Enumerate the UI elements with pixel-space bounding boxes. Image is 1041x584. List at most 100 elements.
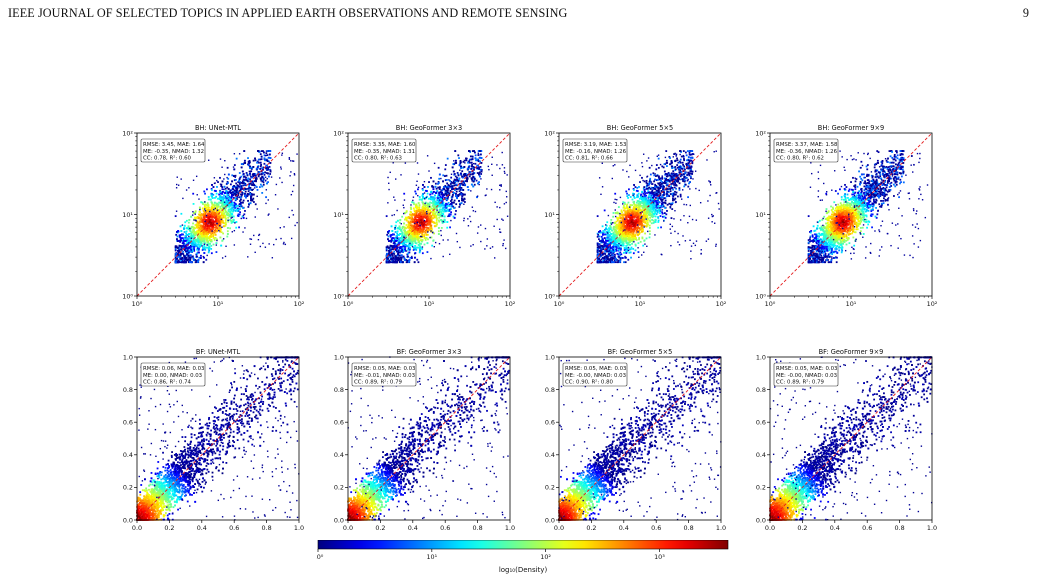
panel-title: BF: GeoFormer 3×3 bbox=[397, 348, 462, 356]
y-tick-label: 1.0 bbox=[334, 353, 344, 361]
x-tick-label: 0.8 bbox=[684, 524, 694, 532]
colorbar-tick-label: 10¹ bbox=[426, 553, 437, 561]
y-tick-label: 0.4 bbox=[756, 451, 766, 459]
y-tick-label: 0.4 bbox=[545, 451, 555, 459]
x-tick-label: 0.4 bbox=[197, 524, 207, 532]
metrics-line: RMSE: 3.35, MAE: 1.60 bbox=[354, 142, 416, 148]
y-tick-label: 10⁰ bbox=[755, 292, 766, 300]
y-tick-label: 10¹ bbox=[333, 211, 344, 219]
y-tick-label: 1.0 bbox=[756, 353, 766, 361]
x-tick-label: 0.6 bbox=[229, 524, 239, 532]
x-tick-label: 10¹ bbox=[424, 300, 435, 308]
colorbar: 10⁰ 10¹ 10² 10³ log₁₀(Density) bbox=[316, 540, 736, 584]
metrics-line: ME: 0.00, NMAD: 0.03 bbox=[143, 373, 202, 379]
x-tick-label: 0.0 bbox=[343, 524, 353, 532]
metrics-line: RMSE: 3.45, MAE: 1.64 bbox=[143, 142, 205, 148]
metrics-line: CC: 0.86, R²: 0.74 bbox=[143, 379, 191, 386]
metrics-line: ME: -0.35, NMAD: 1.32 bbox=[143, 149, 204, 155]
panel-title: BF: UNet-MTL bbox=[196, 348, 241, 356]
y-tick-label: 0.4 bbox=[334, 451, 344, 459]
colorbar-svg: 10⁰ 10¹ 10² 10³ log₁₀(Density) bbox=[316, 540, 736, 580]
metrics-line: ME: -0.16, NMAD: 1.26 bbox=[565, 149, 627, 155]
x-tick-label: 0.8 bbox=[262, 524, 272, 532]
x-tick-label: 10⁰ bbox=[765, 300, 776, 308]
metrics-line: RMSE: 0.05, MAE: 0.03 bbox=[565, 366, 626, 372]
panel-title: BH: GeoFormer 3×3 bbox=[396, 124, 462, 132]
x-tick-label: 10⁰ bbox=[554, 300, 565, 308]
x-tick-label: 0.2 bbox=[586, 524, 596, 532]
metrics-line: ME: -0.00, NMAD: 0.03 bbox=[776, 373, 837, 379]
x-tick-label: 10¹ bbox=[635, 300, 646, 308]
x-tick-label: 1.0 bbox=[927, 524, 937, 532]
panel-title: BF: GeoFormer 5×5 bbox=[608, 348, 673, 356]
colorbar-label: log₁₀(Density) bbox=[499, 566, 548, 574]
colorbar-gradient bbox=[318, 540, 728, 549]
y-tick-label: 10⁰ bbox=[333, 292, 344, 300]
x-tick-label: 0.0 bbox=[554, 524, 564, 532]
x-tick-label: 10¹ bbox=[846, 300, 857, 308]
x-tick-label: 10⁰ bbox=[343, 300, 354, 308]
y-tick-label: 0.2 bbox=[545, 484, 555, 492]
metrics-line: RMSE: 3.19, MAE: 1.53 bbox=[565, 142, 626, 148]
y-tick-label: 0.6 bbox=[334, 419, 344, 427]
x-tick-label: 10² bbox=[505, 300, 516, 308]
panel-title: BH: GeoFormer 9×9 bbox=[818, 124, 884, 132]
y-tick-label: 10¹ bbox=[122, 211, 133, 219]
x-tick-label: 10² bbox=[294, 300, 305, 308]
panel-title: BF: GeoFormer 9×9 bbox=[819, 348, 884, 356]
y-tick-label: 1.0 bbox=[123, 353, 133, 361]
x-tick-label: 0.4 bbox=[408, 524, 418, 532]
metrics-line: RMSE: 0.05, MAE: 0.03 bbox=[354, 366, 415, 372]
y-tick-label: 0.2 bbox=[756, 484, 766, 492]
colorbar-tick-label: 10⁰ bbox=[316, 553, 324, 561]
x-tick-label: 0.6 bbox=[862, 524, 872, 532]
y-tick-label: 0.8 bbox=[545, 386, 555, 394]
x-tick-label: 10² bbox=[927, 300, 938, 308]
metrics-line: CC: 0.89, R²: 0.79 bbox=[354, 379, 402, 386]
x-tick-label: 0.6 bbox=[651, 524, 661, 532]
y-tick-label: 10² bbox=[122, 129, 133, 137]
y-tick-label: 0.4 bbox=[123, 451, 133, 459]
y-tick-label: 10⁰ bbox=[544, 292, 555, 300]
x-tick-label: 10⁰ bbox=[132, 300, 143, 308]
x-tick-label: 0.0 bbox=[765, 524, 775, 532]
x-tick-label: 0.4 bbox=[830, 524, 840, 532]
metrics-line: CC: 0.89, R²: 0.79 bbox=[776, 379, 824, 386]
y-tick-label: 0.0 bbox=[756, 516, 766, 524]
panel-title: BH: GeoFormer 5×5 bbox=[607, 124, 673, 132]
page-number: 9 bbox=[1023, 6, 1029, 21]
panel-8: BF: GeoFormer 9×9 0.0 0.2 0.4 0.6 0.8 1.0 0.0 0.… bbox=[740, 345, 952, 538]
y-tick-label: 10¹ bbox=[755, 211, 766, 219]
metrics-line: CC: 0.80, R²: 0.62 bbox=[776, 155, 824, 162]
y-tick-label: 0.6 bbox=[123, 419, 133, 427]
y-tick-label: 0.8 bbox=[334, 386, 344, 394]
metrics-line: RMSE: 3.37, MAE: 1.58 bbox=[776, 142, 838, 148]
y-tick-label: 0.8 bbox=[123, 386, 133, 394]
colorbar-tick-label: 10² bbox=[540, 553, 551, 561]
metrics-line: ME: -0.36, NMAD: 1.26 bbox=[776, 149, 838, 155]
x-tick-label: 1.0 bbox=[716, 524, 726, 532]
x-tick-label: 10¹ bbox=[213, 300, 224, 308]
colorbar-tick-label: 10³ bbox=[654, 553, 665, 561]
y-tick-label: 10⁰ bbox=[122, 292, 133, 300]
y-tick-label: 0.2 bbox=[334, 484, 344, 492]
x-tick-label: 0.6 bbox=[440, 524, 450, 532]
scatter-plot: BF: GeoFormer 9×9 0.0 0.2 0.4 0.6 0.8 1.0 0.0 0.… bbox=[740, 345, 952, 538]
metrics-line: ME: -0.35, NMAD: 1.31 bbox=[354, 149, 415, 155]
y-tick-label: 0.6 bbox=[545, 419, 555, 427]
y-tick-label: 0.8 bbox=[756, 386, 766, 394]
y-tick-label: 0.6 bbox=[756, 419, 766, 427]
x-tick-label: 0.8 bbox=[473, 524, 483, 532]
